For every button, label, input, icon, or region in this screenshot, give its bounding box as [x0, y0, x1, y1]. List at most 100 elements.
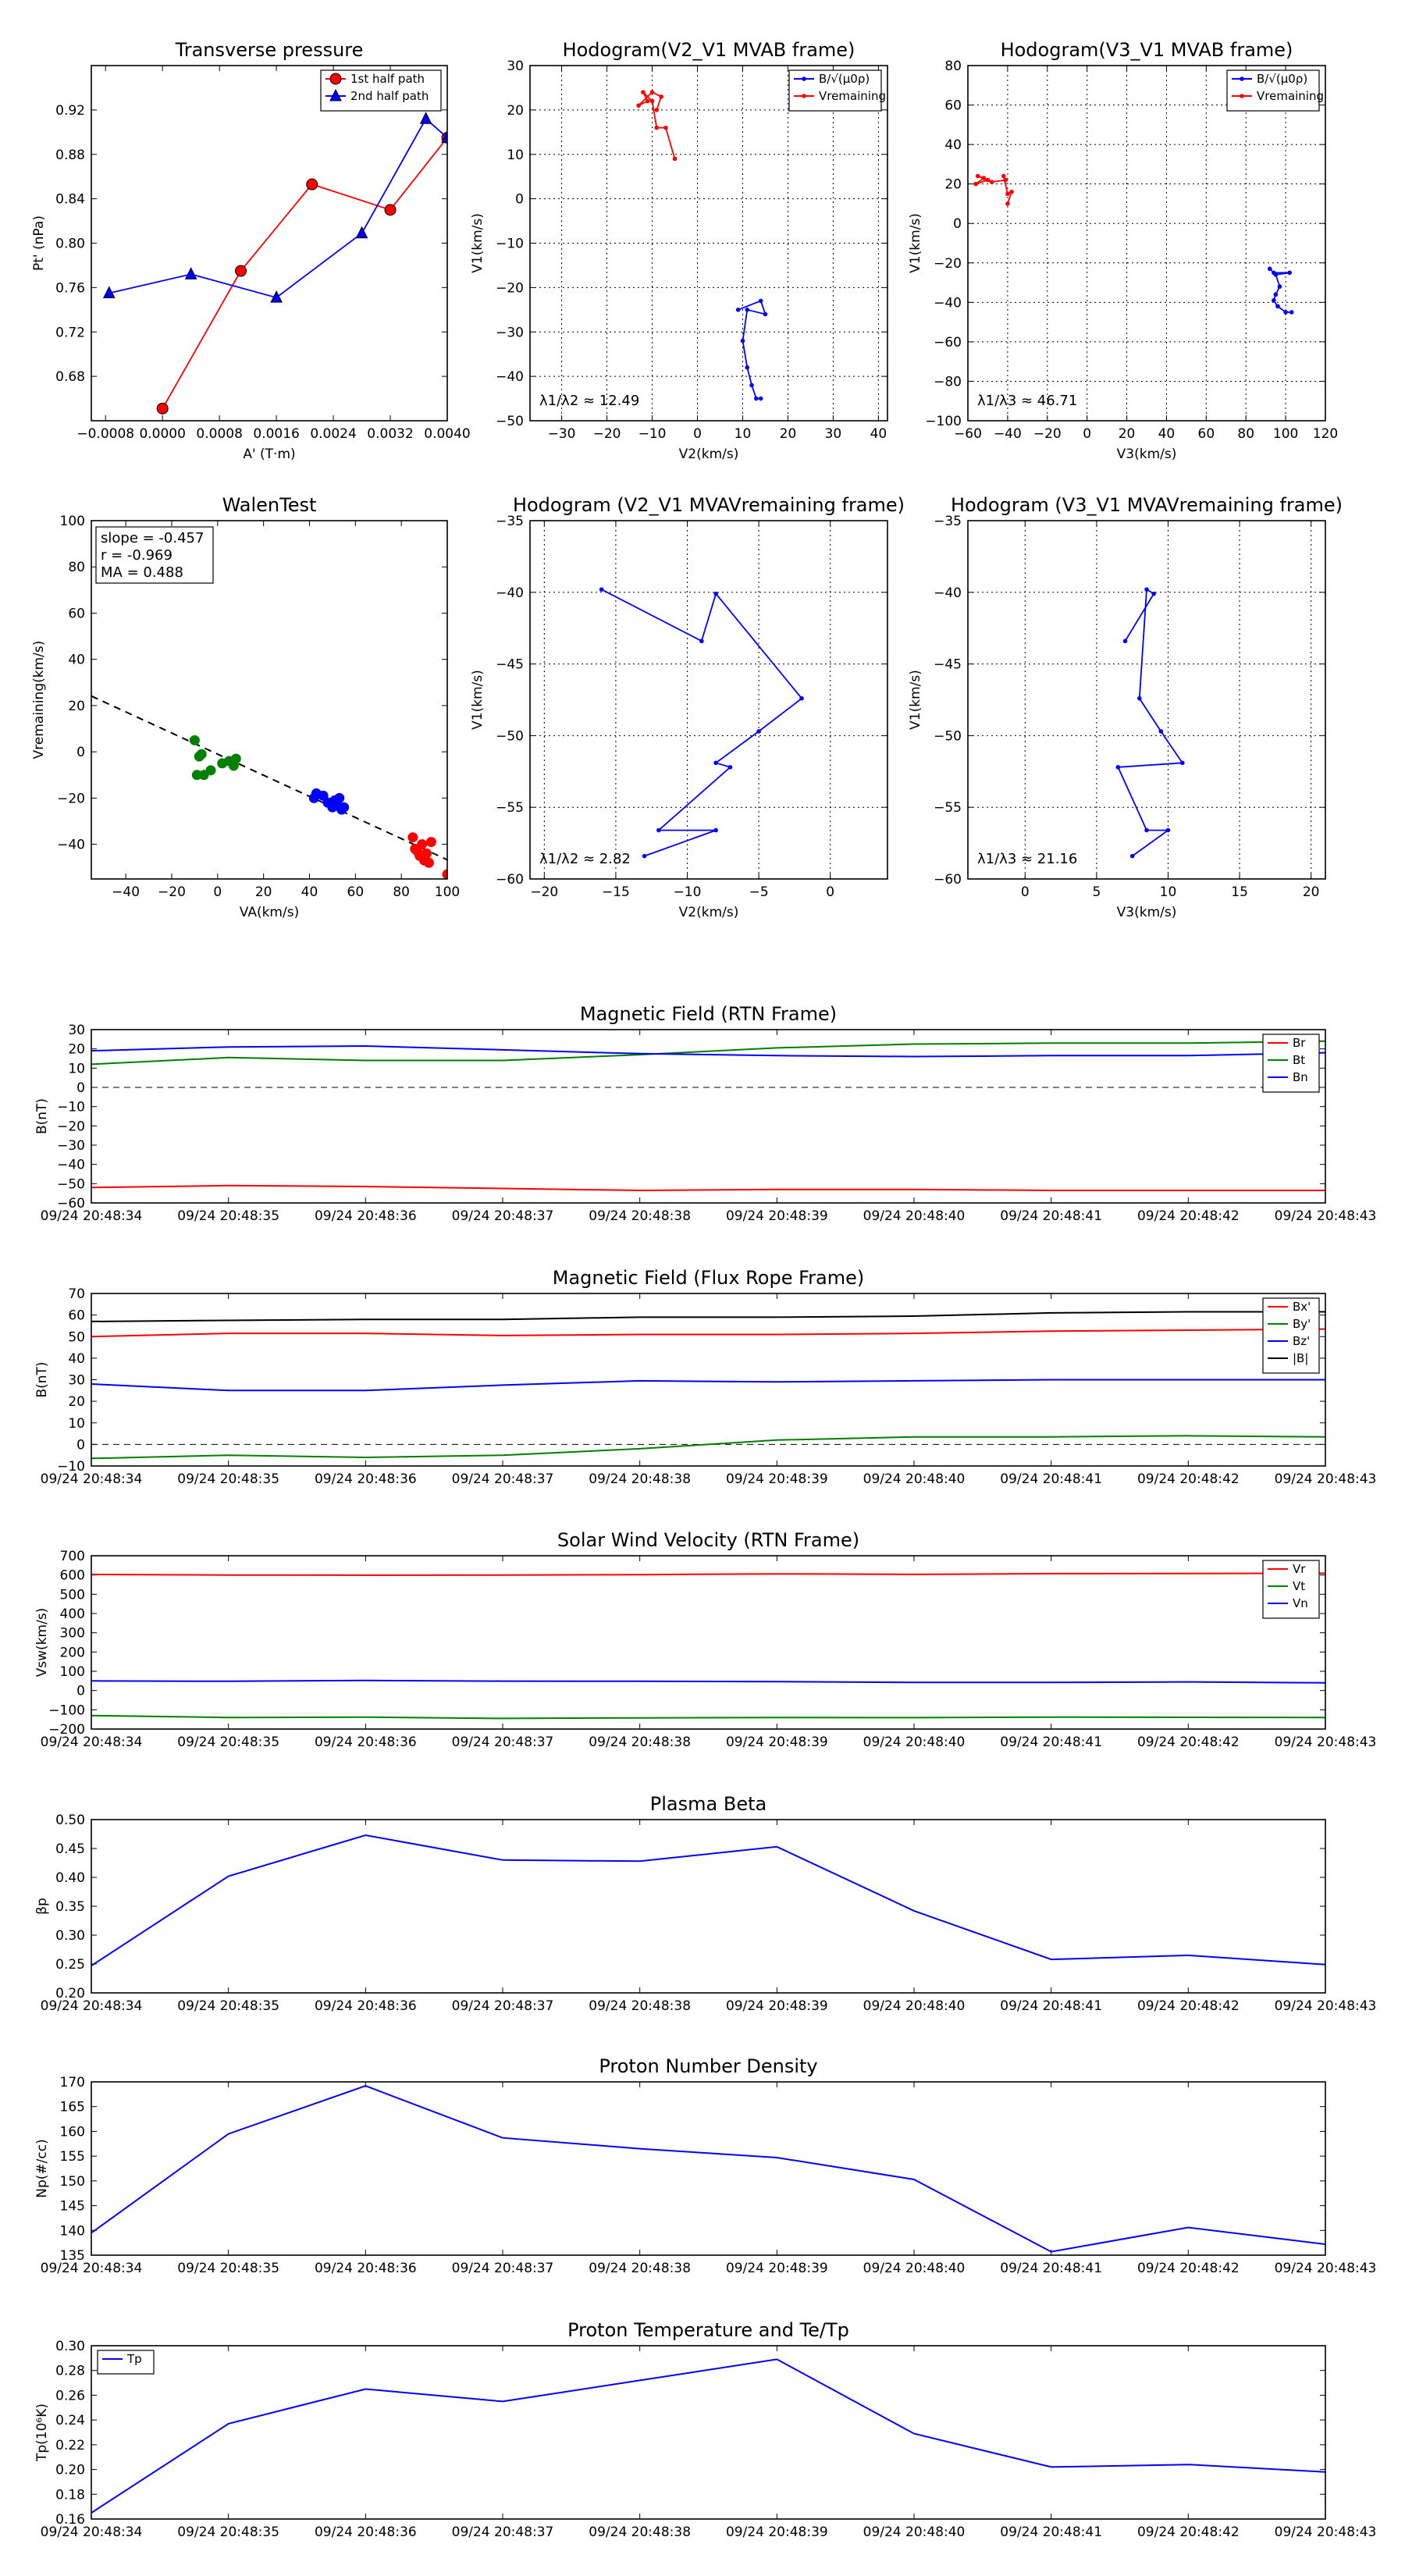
x-tick-label: 0.0040 — [424, 426, 470, 442]
y-tick-label: −30 — [496, 325, 524, 340]
y-tick-label: 40 — [68, 1351, 85, 1367]
chart-title: Magnetic Field (Flux Rope Frame) — [553, 1267, 864, 1289]
data-point — [1003, 177, 1008, 183]
data-point — [384, 204, 397, 216]
y-tick-label: 0.30 — [55, 2339, 85, 2354]
y-tick-label: 0.84 — [55, 192, 85, 208]
legend-label: |B| — [1293, 1351, 1308, 1365]
series-line-Bx' — [91, 1328, 1325, 1338]
plot-frame — [91, 2081, 1326, 2256]
x-tick-label: 0.0032 — [367, 426, 413, 442]
x-tick-label: 09/24 20:48:43 — [1275, 1471, 1377, 1487]
y-tick-label: 0.26 — [55, 2388, 85, 2403]
data-point — [749, 382, 754, 388]
y-tick-label: 60 — [68, 1308, 85, 1324]
data-point — [1001, 173, 1006, 179]
y-tick-label: 160 — [60, 2124, 85, 2140]
plot-frame — [91, 1555, 1326, 1730]
series-line-Vremaining — [638, 91, 676, 159]
y-tick-label: −60 — [496, 872, 524, 888]
y-tick-label: 0.92 — [55, 103, 85, 119]
y-tick-label: 100 — [60, 514, 85, 529]
y-tick-label: 40 — [944, 137, 962, 153]
x-tick-label: 0 — [693, 426, 702, 442]
x-tick-label: 09/24 20:48:38 — [589, 1735, 691, 1750]
x-tick-label: −20 — [1033, 426, 1062, 442]
series-line-B — [1117, 588, 1184, 857]
x-tick-label: 09/24 20:48:34 — [41, 1208, 143, 1224]
chart-title: Transverse pressure — [175, 39, 364, 61]
x-tick-label: 09/24 20:48:39 — [726, 1208, 828, 1224]
stats-box — [95, 526, 214, 584]
plot-area — [91, 2085, 1325, 2253]
x-tick-label: 09/24 20:48:42 — [1137, 1471, 1240, 1487]
data-point — [1151, 591, 1156, 596]
data-point — [1158, 729, 1164, 734]
data-point — [1267, 266, 1272, 272]
stats-line: MA = 0.488 — [101, 564, 183, 581]
x-tick-label: 09/24 20:48:37 — [452, 1471, 554, 1487]
x-tick-label: 09/24 20:48:37 — [452, 1735, 554, 1750]
y-tick-label: 20 — [944, 177, 962, 193]
y-tick-label: −45 — [496, 657, 524, 673]
y-tick-label: 0.88 — [55, 148, 85, 163]
x-tick-label: 09/24 20:48:39 — [726, 2261, 828, 2276]
y-tick-label: −200 — [48, 1722, 85, 1738]
data-point — [270, 290, 283, 303]
legend-label: B/√(μ0ρ) — [1257, 72, 1307, 86]
data-point — [727, 764, 733, 770]
y-tick-label: −45 — [934, 657, 962, 673]
y-tick-label: −55 — [934, 800, 962, 816]
chart-mag_rtn: Magnetic Field (RTN Frame) 09/24 20:48:34… — [34, 1003, 1376, 1224]
y-tick-label: 100 — [60, 1664, 85, 1680]
plot-area — [102, 112, 447, 415]
plot-area — [1115, 587, 1185, 859]
plot-frame — [91, 65, 448, 422]
x-tick-label: 09/24 20:48:40 — [863, 1208, 966, 1224]
x-tick-label: 09/24 20:48:43 — [1275, 1208, 1377, 1224]
y-tick-label: −100 — [48, 1703, 85, 1718]
data-point — [412, 845, 423, 856]
x-tick-label: 09/24 20:48:42 — [1137, 2524, 1240, 2540]
x-tick-label: 0 — [826, 884, 834, 900]
x-tick-label: 09/24 20:48:42 — [1137, 1208, 1240, 1224]
y-tick-label: 0 — [76, 745, 85, 760]
x-tick-label: 09/24 20:48:36 — [315, 1998, 417, 2014]
x-axis-label: A' (T·m) — [243, 447, 295, 462]
data-point — [713, 760, 718, 766]
annotation: λ1/λ2 ≈ 12.49 — [539, 393, 639, 409]
data-point — [189, 735, 200, 745]
data-point — [641, 90, 646, 94]
x-tick-label: 80 — [393, 884, 410, 900]
x-axis-label: V3(km/s) — [1117, 447, 1177, 462]
legend-marker — [329, 88, 342, 101]
y-tick-label: 0.18 — [55, 2487, 85, 2503]
data-point — [1115, 764, 1121, 770]
chart-mag_fr: Magnetic Field (Flux Rope Frame) 09/24 20… — [34, 1267, 1376, 1487]
x-tick-label: 09/24 20:48:35 — [177, 1208, 279, 1224]
plot-area — [91, 1040, 1325, 1192]
plot-area — [599, 587, 804, 859]
data-point — [184, 267, 197, 279]
data-point — [981, 176, 987, 180]
data-point — [989, 180, 994, 184]
y-tick-label: 0.28 — [55, 2364, 85, 2379]
x-tick-label: 60 — [347, 884, 365, 900]
y-axis-label: B(nT) — [34, 1361, 50, 1397]
x-tick-label: 10 — [1160, 884, 1177, 900]
series-line-Bz' — [91, 1379, 1325, 1392]
x-tick-label: −60 — [954, 426, 982, 442]
y-tick-label: 0.80 — [55, 237, 85, 252]
x-tick-label: 09/24 20:48:38 — [589, 1471, 691, 1487]
y-axis-label: Vremaining(km/s) — [31, 641, 47, 760]
y-axis-label: V1(km/s) — [470, 670, 486, 730]
data-point — [442, 869, 447, 879]
chart-hodo3: Hodogram (V2_V1 MVAVremaining frame)−20−… — [470, 494, 905, 920]
series-line-B/√(μ0ρ) — [1269, 268, 1292, 313]
x-tick-label: 100 — [1273, 426, 1298, 442]
x-tick-label: 09/24 20:48:37 — [452, 1208, 554, 1224]
data-point — [1144, 827, 1149, 833]
y-tick-label: 140 — [60, 2223, 85, 2239]
x-tick-label: 09/24 20:48:39 — [726, 2524, 828, 2540]
data-point — [756, 729, 761, 734]
